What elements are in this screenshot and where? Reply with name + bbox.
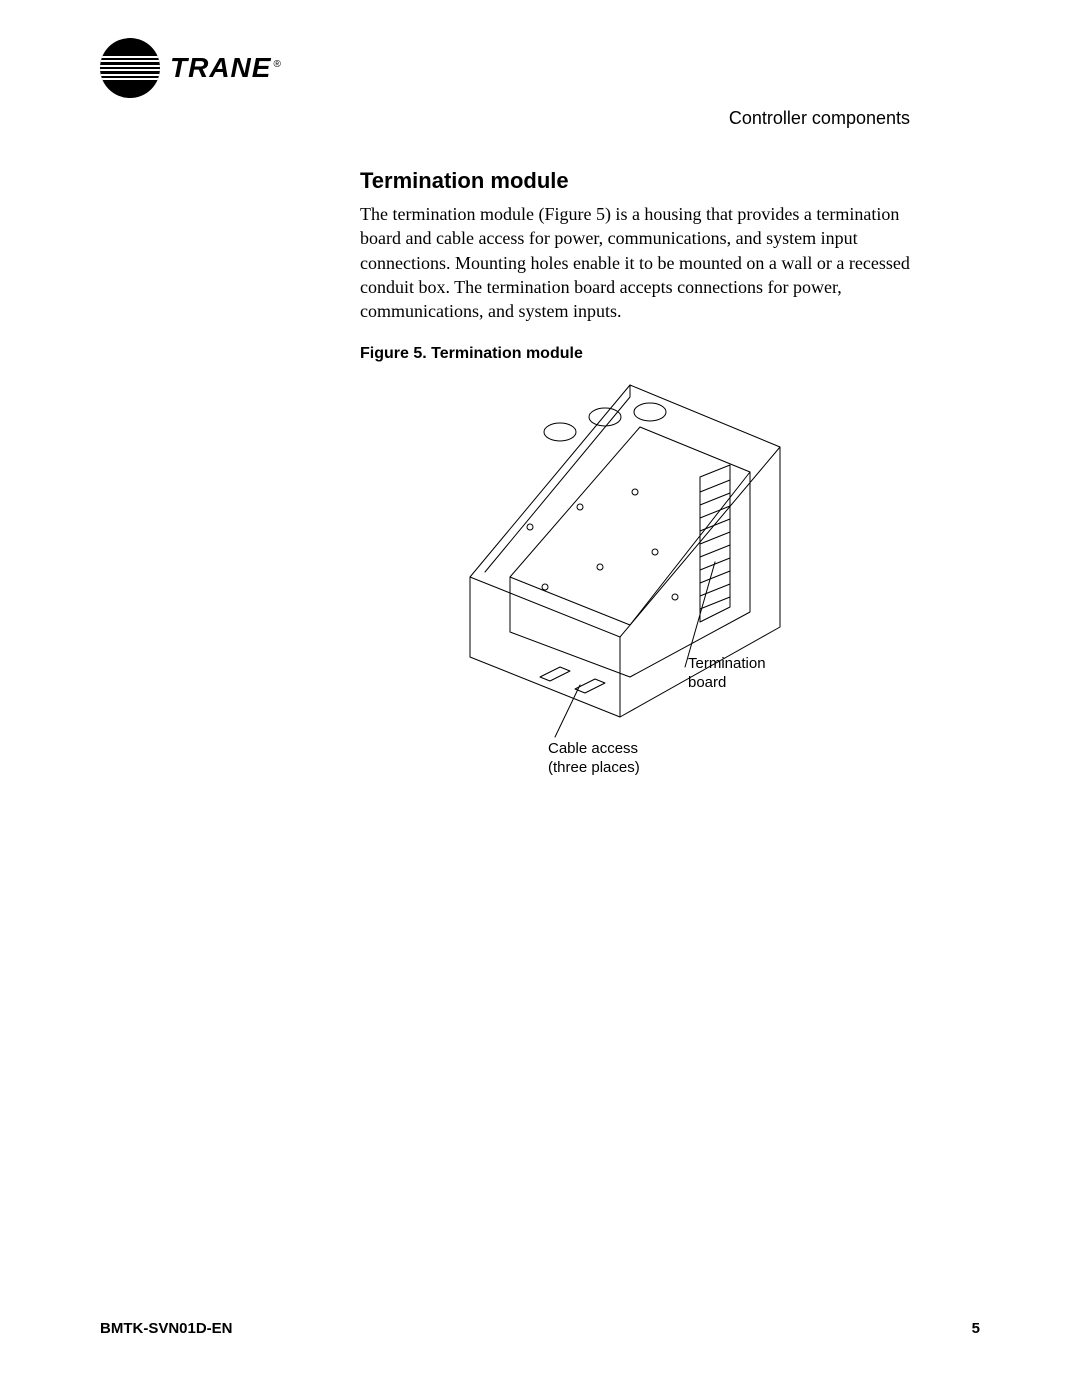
section-title: Termination module — [360, 168, 910, 194]
figure-diagram: Termination board Cable access (three pl… — [430, 377, 790, 777]
callout-cable-access: Cable access (three places) — [548, 740, 640, 778]
section-body: The termination module (Figure 5) is a h… — [360, 202, 910, 323]
logo-wordmark: TRANE® — [170, 52, 282, 84]
figure-caption: Figure 5. Termination module — [360, 345, 910, 363]
main-content: Termination module The termination modul… — [360, 168, 910, 777]
footer-doc-id: BMTK-SVN01D-EN — [100, 1320, 233, 1337]
document-page: TRANE® Controller components Termination… — [0, 0, 1080, 1397]
brand-logo: TRANE® — [100, 38, 282, 98]
termination-module-diagram — [430, 377, 790, 777]
logo-mark — [100, 38, 160, 98]
footer-page-number: 5 — [972, 1320, 980, 1337]
header-section-label: Controller components — [729, 108, 910, 129]
callout-termination-board: Termination board — [688, 655, 766, 693]
page-footer: BMTK-SVN01D-EN 5 — [100, 1320, 980, 1337]
